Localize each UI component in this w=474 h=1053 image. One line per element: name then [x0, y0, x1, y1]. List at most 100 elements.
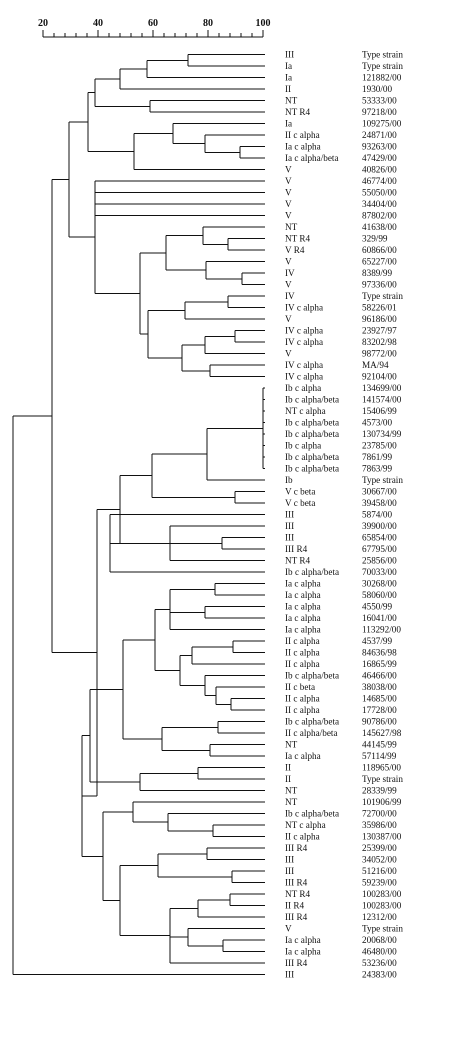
leaf-strain-label: 101906/99 — [362, 797, 402, 807]
leaf-serotype-label: II c alpha — [285, 705, 320, 715]
leaf-strain-label: 134699/00 — [362, 383, 402, 393]
leaf-strain-label: 34404/00 — [362, 199, 397, 209]
leaf-serotype-label: III — [285, 521, 294, 531]
leaf-strain-label: 98772/00 — [362, 349, 397, 359]
leaf-serotype-label: Ib — [285, 475, 293, 485]
leaf-serotype-label: III — [285, 866, 294, 876]
leaf-serotype-label: NT R4 — [285, 889, 311, 899]
leaf-strain-label: 47429/00 — [362, 153, 397, 163]
leaf-serotype-label: II c alpha — [285, 832, 320, 842]
leaf-strain-label: 35986/00 — [362, 820, 397, 830]
leaf-strain-label: 34052/00 — [362, 855, 397, 865]
leaf-serotype-label: Ib c alpha/beta — [285, 464, 339, 474]
leaf-serotype-label: Ib c alpha/beta — [285, 418, 339, 428]
leaf-strain-label: 87802/00 — [362, 211, 397, 221]
leaf-strain-label: MA/94 — [362, 360, 389, 370]
leaf-serotype-label: Ib c alpha/beta — [285, 671, 339, 681]
leaf-serotype-label: III R4 — [285, 544, 308, 554]
leaf-serotype-label: Ia c alpha — [285, 625, 321, 635]
leaf-serotype-label: Ib c alpha/beta — [285, 429, 339, 439]
leaf-strain-label: 28339/99 — [362, 786, 397, 796]
leaf-strain-label: 53236/00 — [362, 958, 397, 968]
leaf-strain-label: 14685/00 — [362, 694, 397, 704]
leaf-strain-label: 65227/00 — [362, 257, 397, 267]
leaf-strain-label: 57114/99 — [362, 751, 397, 761]
leaf-serotype-label: Ib c alpha/beta — [285, 452, 339, 462]
leaf-serotype-label: Ib c alpha/beta — [285, 717, 339, 727]
leaf-strain-label: 72700/00 — [362, 809, 397, 819]
leaf-serotype-label: II — [285, 763, 291, 773]
leaf-strain-label: 7861/99 — [362, 452, 393, 462]
leaf-serotype-label: IV c alpha — [285, 372, 323, 382]
leaf-serotype-label: III — [285, 970, 294, 980]
leaf-serotype-label: Ib c alpha — [285, 383, 321, 393]
leaf-strain-label: 46774/00 — [362, 176, 397, 186]
leaf-strain-label: 70033/00 — [362, 567, 397, 577]
leaf-serotype-label: III — [285, 510, 294, 520]
leaf-strain-label: 23785/00 — [362, 441, 397, 451]
leaf-serotype-label: Ia — [285, 119, 292, 129]
leaf-serotype-label: V — [285, 199, 292, 209]
leaf-serotype-label: NT R4 — [285, 107, 311, 117]
leaf-serotype-label: II c alpha — [285, 659, 320, 669]
leaf-strain-label: 46480/00 — [362, 947, 397, 957]
leaf-strain-label: Type strain — [362, 50, 403, 60]
leaf-strain-label: 20068/00 — [362, 935, 397, 945]
leaf-strain-label: 51216/00 — [362, 866, 397, 876]
leaf-serotype-label: V — [285, 924, 292, 934]
leaf-serotype-label: III R4 — [285, 958, 308, 968]
leaf-serotype-label: NT c alpha — [285, 820, 326, 830]
leaf-strain-label: 39900/00 — [362, 521, 397, 531]
leaf-serotype-label: IV c alpha — [285, 337, 323, 347]
leaf-serotype-label: NT — [285, 740, 298, 750]
leaf-serotype-label: NT — [285, 786, 298, 796]
leaf-strain-label: 93263/00 — [362, 142, 397, 152]
leaf-serotype-label: V — [285, 257, 292, 267]
leaf-serotype-label: III R4 — [285, 912, 308, 922]
leaf-strain-label: 130387/00 — [362, 832, 402, 842]
leaf-strain-label: 55050/00 — [362, 188, 397, 198]
leaf-serotype-label: II c alpha — [285, 130, 320, 140]
leaf-serotype-label: Ia c alpha — [285, 751, 321, 761]
leaf-strain-label: 83202/98 — [362, 337, 397, 347]
leaf-strain-label: 38038/00 — [362, 682, 397, 692]
leaf-serotype-label: Ib c alpha/beta — [285, 395, 339, 405]
leaf-serotype-label: III — [285, 855, 294, 865]
leaf-strain-label: 97218/00 — [362, 107, 397, 117]
leaf-strain-label: 59239/00 — [362, 878, 397, 888]
leaf-serotype-label: V — [285, 211, 292, 221]
leaf-serotype-label: II c beta — [285, 682, 315, 692]
scale-tick-label: 100 — [256, 18, 271, 29]
leaf-serotype-label: V — [285, 349, 292, 359]
leaf-strain-label: 113292/00 — [362, 625, 401, 635]
scale-tick-label: 40 — [93, 18, 103, 29]
leaf-strain-label: 145627/98 — [362, 728, 402, 738]
leaf-serotype-label: V — [285, 165, 292, 175]
leaf-strain-label: 97336/00 — [362, 280, 397, 290]
scale-tick-label: 80 — [203, 18, 213, 29]
leaf-strain-label: 96186/00 — [362, 314, 397, 324]
leaf-strain-label: 4537/99 — [362, 636, 393, 646]
leaf-strain-label: 130734/99 — [362, 429, 402, 439]
leaf-serotype-label: Ia c alpha — [285, 935, 321, 945]
leaf-strain-label: 121882/00 — [362, 73, 402, 83]
leaf-serotype-label: Ib c alpha/beta — [285, 567, 339, 577]
leaf-strain-label: 92104/00 — [362, 372, 397, 382]
leaf-serotype-label: IV c alpha — [285, 326, 323, 336]
leaf-strain-label: Type strain — [362, 774, 403, 784]
leaf-strain-label: 16865/99 — [362, 659, 397, 669]
leaf-strain-label: Type strain — [362, 61, 403, 71]
leaf-strain-label: Type strain — [362, 291, 403, 301]
leaf-strain-label: 100283/00 — [362, 901, 402, 911]
leaf-serotype-label: V — [285, 176, 292, 186]
leaf-serotype-label: V — [285, 280, 292, 290]
leaf-serotype-label: II c alpha — [285, 694, 320, 704]
leaf-serotype-label: NT R4 — [285, 234, 311, 244]
leaf-serotype-label: V c beta — [285, 487, 315, 497]
leaf-serotype-label: Ia c alpha — [285, 579, 321, 589]
leaf-strain-label: 17728/00 — [362, 705, 397, 715]
leaf-serotype-label: Ia c alpha — [285, 613, 321, 623]
leaf-serotype-label: Ia c alpha — [285, 947, 321, 957]
leaf-serotype-label: V R4 — [285, 245, 305, 255]
